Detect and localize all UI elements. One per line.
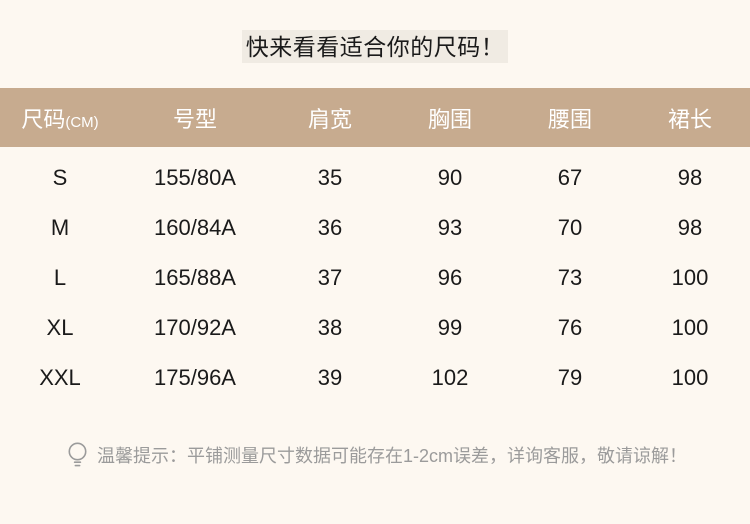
table-row-xxl: XXL 175/96A 39 102 79 100: [0, 353, 750, 403]
header-cell-model: 号型: [172, 106, 217, 132]
table-row-m: M 160/84A 36 93 70 98: [0, 203, 750, 253]
cell-size: L: [53, 265, 67, 290]
cell-shoulder: 38: [317, 315, 343, 340]
cell-shoulder: 35: [317, 165, 343, 190]
cell-waist: 67: [557, 165, 583, 190]
warm-tip-text: 温馨提示：平铺测量尺寸数据可能存在1-2cm误差，详询客服，敬请谅解！: [97, 446, 688, 466]
cell-bust: 96: [437, 265, 463, 290]
lightbulb-icon: [66, 441, 89, 469]
header-size-label: 尺码: [21, 106, 66, 132]
cell-length: 100: [671, 265, 709, 290]
table-row-s: S 155/80A 35 90 67 98: [0, 153, 750, 203]
cell-length: 100: [671, 315, 709, 340]
table-row-l: L 165/88A 37 96 73 100: [0, 253, 750, 303]
cell-model: 155/80A: [154, 165, 236, 190]
cell-shoulder: 39: [317, 365, 343, 390]
cell-bust: 102: [431, 365, 469, 390]
cell-size: S: [52, 165, 68, 190]
cell-size: XL: [46, 315, 74, 340]
cell-model: 170/92A: [154, 315, 236, 340]
cell-length: 98: [677, 215, 703, 240]
cell-shoulder: 37: [317, 265, 343, 290]
cell-length: 98: [677, 165, 703, 190]
cell-waist: 76: [557, 315, 583, 340]
page-title: 快来看看适合你的尺码！: [241, 30, 509, 63]
title-area: 快来看看适合你的尺码！: [0, 0, 750, 63]
header-cell-bust: 胸围: [427, 106, 472, 132]
cell-model: 175/96A: [154, 365, 236, 390]
header-cell-waist: 腰围: [547, 106, 592, 132]
cell-length: 100: [671, 365, 709, 390]
cell-size: XXL: [39, 365, 81, 390]
table-row-xl: XL 170/92A 38 99 76 100: [0, 303, 750, 353]
cell-model: 160/84A: [154, 215, 236, 240]
cell-bust: 99: [437, 315, 463, 340]
header-cell-shoulder: 肩宽: [307, 106, 352, 132]
cell-bust: 90: [437, 165, 463, 190]
cell-shoulder: 36: [317, 215, 343, 240]
cell-waist: 79: [557, 365, 583, 390]
cell-waist: 70: [557, 215, 583, 240]
cell-model: 165/88A: [154, 265, 236, 290]
table-header-row: 尺码(CM) 号型 肩宽 胸围 腰围 裙长: [0, 88, 750, 147]
header-cell-size: 尺码(CM): [0, 102, 120, 134]
header-size-unit: (CM): [65, 113, 99, 131]
size-table: 尺码(CM) 号型 肩宽 胸围 腰围 裙长 S 155/80A 35 90 67…: [0, 88, 750, 403]
warm-tip-note: 温馨提示：平铺测量尺寸数据可能存在1-2cm误差，详询客服，敬请谅解！: [66, 441, 750, 469]
cell-waist: 73: [557, 265, 583, 290]
header-cell-length: 裙长: [667, 106, 712, 132]
table-body: S 155/80A 35 90 67 98 M 160/84A 36 93 70…: [0, 147, 750, 403]
cell-bust: 93: [437, 215, 463, 240]
cell-size: M: [50, 215, 70, 240]
